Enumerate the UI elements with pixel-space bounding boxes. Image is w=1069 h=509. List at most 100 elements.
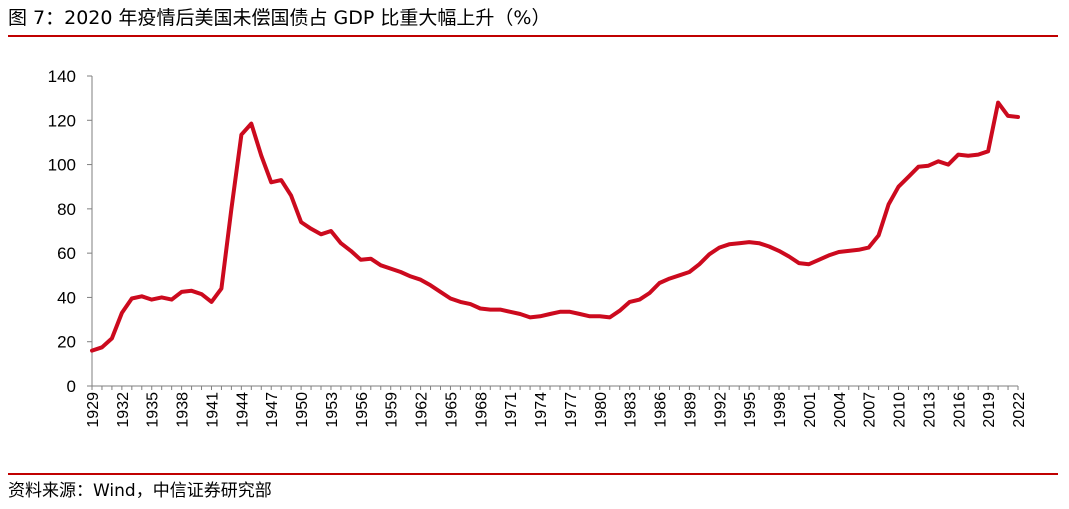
data-point	[249, 122, 253, 126]
data-point	[737, 241, 741, 245]
x-tick-label: 2019	[981, 392, 998, 428]
x-tick-label: 1959	[384, 392, 401, 428]
data-point	[568, 310, 572, 314]
data-point	[648, 291, 652, 295]
data-point	[229, 207, 233, 211]
y-tick-label: 80	[57, 200, 76, 219]
data-point	[807, 262, 811, 266]
x-tick-label: 1971	[503, 392, 520, 428]
data-point	[896, 185, 901, 189]
x-tick-label: 1986	[653, 392, 670, 428]
data-point	[339, 241, 343, 245]
data-point	[110, 336, 114, 340]
data-point	[309, 227, 313, 231]
data-point	[628, 300, 632, 304]
data-point	[916, 165, 921, 169]
data-point	[379, 263, 383, 267]
data-point	[787, 254, 791, 259]
data-point	[926, 164, 931, 168]
x-tick-label: 1956	[354, 392, 371, 428]
data-point	[697, 262, 702, 266]
data-point	[827, 253, 831, 257]
x-tick-label: 1953	[324, 392, 341, 428]
x-tick-label: 1977	[563, 392, 580, 428]
data-point	[130, 296, 134, 301]
data-point	[707, 252, 711, 256]
data-point	[677, 273, 682, 277]
data-point	[986, 149, 990, 153]
data-point	[747, 240, 751, 244]
y-tick-label: 20	[57, 333, 76, 352]
data-point	[120, 311, 124, 315]
x-tick-label: 1935	[145, 392, 162, 428]
data-point	[209, 300, 214, 304]
data-point	[319, 232, 323, 236]
x-tick-label: 1947	[264, 392, 281, 428]
x-tick-label: 1983	[623, 392, 640, 428]
data-point	[428, 283, 433, 287]
chart-series	[90, 100, 1020, 353]
data-point	[767, 244, 771, 249]
data-point	[538, 314, 542, 318]
x-tick-label: 1929	[85, 392, 102, 428]
data-point	[906, 175, 911, 179]
data-point	[757, 241, 761, 245]
data-point	[857, 248, 861, 252]
data-point	[170, 298, 174, 302]
x-tick-label: 1968	[473, 392, 490, 428]
x-tick-label: 1962	[414, 392, 431, 428]
x-tick-label: 1980	[593, 392, 610, 428]
y-axis-ticks: 0 20 40 60 80 100 120 140	[48, 67, 92, 396]
data-point	[797, 261, 801, 265]
data-point	[438, 290, 443, 294]
x-tick-label: 1995	[742, 392, 759, 428]
data-point	[498, 308, 502, 312]
data-point	[618, 309, 622, 313]
x-tick-label: 1938	[175, 392, 192, 428]
data-point	[727, 242, 731, 246]
x-tick-label: 1974	[533, 392, 550, 428]
x-axis-ticks: 1929 1932 1935 1938 1941 1944 1947 1950 1953 1956…	[85, 386, 1028, 428]
data-point	[518, 312, 522, 316]
data-point	[548, 312, 552, 316]
data-point	[90, 349, 94, 353]
x-tick-label: 1992	[712, 392, 729, 428]
source-note: 资料来源：Wind，中信证券研究部	[8, 481, 272, 501]
data-point	[837, 250, 841, 254]
x-tick-label: 2004	[832, 392, 849, 428]
data-point	[409, 274, 413, 278]
x-tick-label: 1998	[772, 392, 789, 428]
data-point	[956, 153, 960, 157]
data-point	[687, 270, 692, 274]
data-point	[488, 308, 492, 312]
x-tick-label: 1932	[115, 392, 132, 428]
y-tick-label: 40	[57, 288, 76, 307]
series-line	[90, 100, 1020, 353]
x-tick-label: 2010	[892, 392, 909, 428]
y-tick-label: 100	[48, 156, 76, 175]
data-point	[578, 312, 582, 316]
data-point	[847, 249, 851, 253]
data-point	[399, 270, 403, 274]
x-tick-label: 1941	[204, 392, 221, 428]
x-tick-label: 1965	[443, 392, 460, 428]
data-point	[817, 258, 821, 262]
data-point	[946, 163, 950, 167]
data-point	[638, 298, 642, 302]
data-point	[528, 315, 532, 319]
data-point	[279, 178, 283, 182]
source-divider	[8, 473, 1058, 475]
data-point	[468, 302, 472, 306]
data-point	[887, 202, 891, 206]
data-point	[966, 154, 970, 158]
data-point	[100, 345, 104, 349]
data-point	[1016, 115, 1020, 119]
data-point	[359, 258, 363, 262]
x-tick-label: 2007	[862, 392, 879, 428]
data-point	[269, 180, 273, 184]
data-point	[369, 257, 373, 261]
data-point	[657, 281, 662, 285]
data-point	[458, 300, 462, 304]
data-point	[448, 296, 453, 301]
